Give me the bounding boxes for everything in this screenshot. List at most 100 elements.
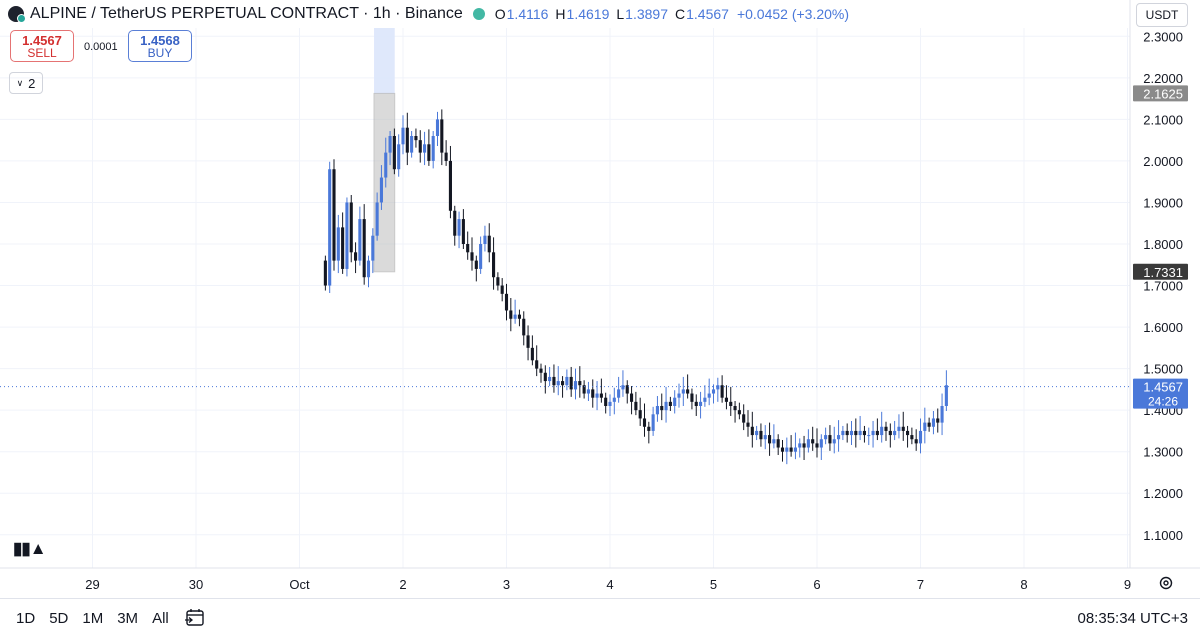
range-all-button[interactable]: All [152,610,169,627]
candle-body [772,439,776,444]
buy-button[interactable]: 1.4568 BUY [128,30,192,62]
range-1m-button[interactable]: 1M [82,610,104,627]
candle-body [893,430,897,436]
candle-body [345,202,349,269]
symbol-title[interactable]: ALPINE / TetherUS PERPETUAL CONTRACT · 1… [30,5,463,22]
candle-body [936,418,940,423]
candle-body [824,435,828,440]
candle-body [474,260,478,269]
range-3m-button[interactable]: 3M [117,610,139,627]
candle-body [535,360,539,369]
market-open-icon[interactable] [472,8,485,20]
candle-body [789,447,793,452]
time-tick-label: 5 [710,577,717,592]
exchange-logo-icon [8,6,26,23]
candle-body [880,426,884,436]
candle-body [651,414,655,431]
candle-body [323,260,327,286]
sell-button[interactable]: 1.4567 SELL [10,30,74,62]
ohlc-values: O1.4116 H1.4619 L1.3897 C1.4567 +0.0452 … [495,6,849,22]
candle-body [440,119,444,153]
settings-icon[interactable] [1158,575,1174,591]
time-tick-label: 3 [503,577,510,592]
candle-body [366,260,371,278]
candle-body [414,136,418,141]
spread-value: 0.0001 [84,41,118,53]
price-tick-label: 2.2000 [1143,71,1183,86]
candle-body [487,235,491,253]
candle-body [664,401,668,411]
price-label-text: 1.7331 [1143,265,1183,280]
candle-body [470,252,474,261]
candle-body [845,430,849,436]
candle-body [461,219,465,244]
candle-body [634,401,638,411]
candle-body [776,439,780,448]
candle-body [642,418,647,427]
candle-body [448,160,452,211]
time-tick-label: 30 [189,577,203,592]
price-tick-label: 1.6000 [1143,320,1183,335]
range-1d-button[interactable]: 1D [16,610,36,627]
candle-body [504,293,509,311]
candle-body [750,426,754,436]
close-value: 1.4567 [686,6,729,22]
candle-body [927,422,931,427]
candle-body [625,385,629,394]
price-axis[interactable]: 2.3000 2.2000 2.1000 2.0000 1.9000 1.8000 1.70… [1143,29,1183,542]
time-axis[interactable]: 29 30 Oct 2 3 4 5 6 7 8 9 [85,577,1131,592]
candle-body [328,169,332,286]
candle-body [599,393,603,398]
candle-body [720,385,724,398]
candle-body [849,430,854,436]
candle-body [552,376,556,386]
time-tick-label: 9 [1124,577,1131,592]
candle-body [828,435,832,444]
currency-selector[interactable]: USDT [1136,3,1188,27]
price-tick-label: 1.5000 [1143,362,1183,377]
tradingview-logo-icon[interactable]: ▮▮▲ [13,539,47,558]
candle-body [530,347,534,361]
candle-body [405,127,409,153]
price-label-bg [1133,85,1188,102]
candle-body [737,410,741,415]
candle-body [578,381,582,386]
candle-body [604,397,608,406]
candle-body [565,376,569,386]
candle-body [707,393,711,398]
range-5d-button[interactable]: 5D [49,610,69,627]
time-tick-label: 6 [813,577,820,592]
candle-body [733,406,737,411]
candle-body [573,381,578,390]
candle-body [755,430,759,436]
candle-body [815,443,819,448]
time-tick-label: Oct [289,577,310,592]
candle-body [595,393,599,398]
candle-body [811,439,815,444]
calendar-goto-icon[interactable] [184,608,206,628]
candle-body [858,430,862,436]
candle-body [655,406,659,415]
candle-body [444,152,448,161]
candle-body [686,389,690,394]
timezone-clock[interactable]: 08:35:34 UTC+3 [1077,610,1189,627]
candle-body [354,252,358,261]
candle-body [841,430,845,436]
candle-body [500,285,504,294]
sell-price: 1.4567 [22,33,62,48]
indicators-toggle[interactable]: ∨ 2 [9,72,43,94]
candle-body [517,314,521,319]
sell-label: SELL [27,46,57,60]
open-label: O [494,6,506,22]
chart-header: ALPINE / TetherUS PERPETUAL CONTRACT · 1… [8,3,849,25]
buy-price: 1.4568 [140,33,180,48]
candle-body [923,422,927,431]
candle-body [798,443,802,448]
candle-body [832,439,836,444]
candle-body [854,430,858,436]
candle-body [819,439,823,448]
candle-body [647,426,651,431]
candle-body [724,397,728,402]
time-tick-label: 7 [917,577,924,592]
